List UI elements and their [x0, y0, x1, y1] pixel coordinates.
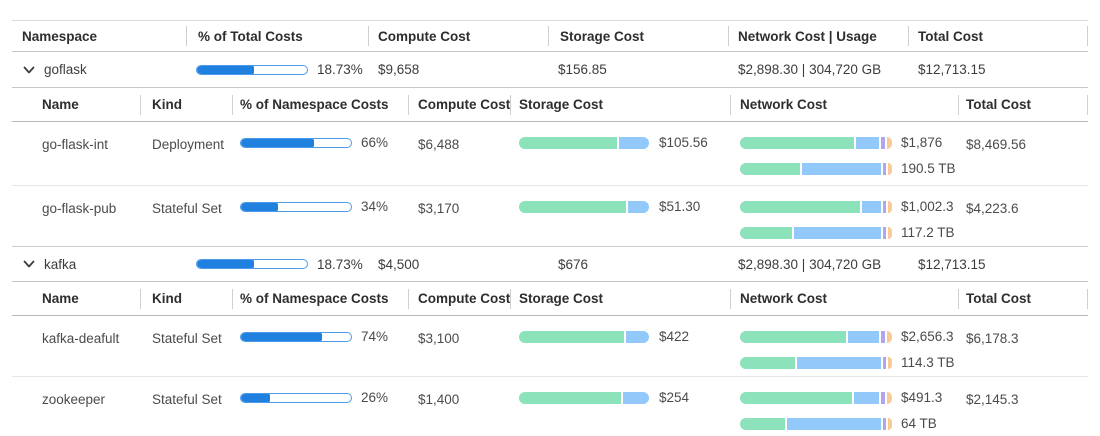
col-header-storage-cost: Storage Cost	[510, 291, 730, 306]
storage-cost-value: $51.30	[659, 199, 701, 214]
workload-kind: Stateful Set	[152, 201, 222, 216]
namespace-table-header: Namespace % of Total Costs Compute Cost …	[12, 20, 1088, 52]
workload-table-header: Name Kind % of Namespace Costs Compute C…	[12, 282, 1088, 316]
col-header-total-cost: Total Cost	[908, 29, 1088, 44]
network-cost-bar	[740, 330, 892, 343]
col-header-pct-namespace-costs: % of Namespace Costs	[232, 97, 408, 112]
total-cost-value: $8,469.56	[966, 137, 1027, 152]
col-header-namespace: Namespace	[22, 28, 98, 44]
col-header-storage-cost: Storage Cost	[548, 29, 728, 44]
network-cost-bar	[740, 200, 892, 213]
col-header-network-cost-usage: Network Cost | Usage	[728, 29, 908, 44]
network-usage-value: 190.5 TB	[901, 161, 956, 176]
network-cost-value: $1,002.3	[901, 199, 954, 214]
workload-row-kafka-deafult: kafka-deafult Stateful Set 74% $3,100 $4…	[12, 316, 1088, 376]
namespace-name: kafka	[44, 256, 77, 272]
workload-name: zookeeper	[42, 392, 106, 407]
pct-total-costs-bar	[196, 259, 308, 269]
namespace-row-goflask[interactable]: goflask 18.73% $9,658 $156.85 $2,898.30 …	[12, 52, 1088, 88]
network-usage-value: 114.3 TB	[901, 355, 955, 370]
total-cost-value: $2,145.3	[966, 392, 1019, 407]
pct-total-costs-value: 18.73%	[317, 62, 363, 77]
namespace-name: goflask	[44, 62, 87, 77]
pct-total-costs-bar	[196, 64, 308, 75]
storage-cost-value: $105.56	[659, 135, 708, 150]
network-cost-value: $1,876	[901, 135, 943, 150]
col-header-name: Name	[42, 97, 79, 112]
col-header-total-cost: Total Cost	[958, 97, 1088, 112]
pct-namespace-costs-value: 74%	[361, 329, 389, 344]
network-cost-bar	[740, 136, 892, 149]
compute-cost-value: $4,500	[378, 256, 420, 272]
network-cost-value: $2,656.3	[901, 329, 954, 344]
workload-kind: Stateful Set	[152, 331, 222, 346]
col-header-compute-cost: Compute Cost	[408, 291, 510, 306]
col-header-compute-cost: Compute Cost	[368, 29, 548, 44]
col-header-network-cost: Network Cost	[730, 97, 958, 112]
col-header-storage-cost: Storage Cost	[510, 97, 730, 112]
storage-cost-bar	[519, 391, 650, 404]
network-usage-value: 117.2 TB	[901, 225, 955, 240]
network-usage-value: 64 TB	[901, 416, 937, 431]
pct-namespace-costs-bar	[240, 331, 352, 342]
network-cost-usage-value: $2,898.30 | 304,720 GB	[738, 256, 882, 272]
compute-cost-value: $9,658	[378, 62, 420, 77]
workload-name: kafka-deafult	[42, 331, 120, 346]
network-usage-bar	[740, 356, 892, 369]
storage-cost-bar	[519, 200, 650, 213]
pct-namespace-costs-value: 34%	[361, 199, 389, 214]
pct-total-costs-value: 18.73%	[317, 256, 363, 272]
col-header-pct-namespace-costs: % of Namespace Costs	[232, 291, 408, 306]
workload-kind: Stateful Set	[152, 392, 222, 407]
storage-cost-value: $156.85	[558, 62, 607, 77]
workload-row-zookeeper: zookeeper Stateful Set 26% $1,400 $254 $…	[12, 376, 1088, 436]
storage-cost-value: $676	[558, 256, 589, 272]
total-cost-value: $12,713.15	[918, 62, 986, 77]
workload-name: go-flask-int	[42, 137, 109, 152]
pct-namespace-costs-bar	[240, 137, 352, 148]
storage-cost-bar	[519, 136, 650, 149]
network-usage-bar	[740, 162, 892, 175]
col-header-compute-cost: Compute Cost	[408, 97, 510, 112]
network-usage-bar	[740, 226, 892, 239]
col-header-pct-total-costs: % of Total Costs	[186, 29, 368, 44]
storage-cost-value: $254	[659, 390, 690, 405]
col-header-network-cost: Network Cost	[730, 291, 958, 306]
total-cost-value: $4,223.6	[966, 201, 1019, 216]
compute-cost-value: $3,100	[418, 331, 460, 346]
total-cost-value: $12,713.15	[918, 256, 986, 272]
pct-namespace-costs-value: 26%	[361, 390, 389, 405]
col-header-total-cost: Total Cost	[958, 291, 1088, 306]
workload-row-go-flask-pub: go-flask-pub Stateful Set 34% $3,170 $51…	[12, 185, 1088, 246]
workload-name: go-flask-pub	[42, 201, 117, 216]
pct-namespace-costs-bar	[240, 392, 352, 403]
total-cost-value: $6,178.3	[966, 331, 1019, 346]
workload-row-go-flask-int: go-flask-int Deployment 66% $6,488 $105.…	[12, 122, 1088, 185]
storage-cost-bar	[519, 330, 650, 343]
workload-table-header: Name Kind % of Namespace Costs Compute C…	[12, 88, 1088, 122]
network-cost-value: $491.3	[901, 390, 943, 405]
workload-kind: Deployment	[152, 137, 225, 152]
storage-cost-value: $422	[659, 329, 690, 344]
chevron-down-icon[interactable]	[22, 63, 36, 77]
compute-cost-value: $6,488	[418, 137, 460, 152]
namespace-row-kafka[interactable]: kafka 18.73% $4,500 $676 $2,898.30 | 304…	[12, 246, 1088, 282]
pct-namespace-costs-value: 66%	[361, 135, 389, 150]
compute-cost-value: $3,170	[418, 201, 460, 216]
network-usage-bar	[740, 417, 892, 430]
pct-namespace-costs-bar	[240, 201, 352, 212]
col-header-kind: Kind	[140, 291, 232, 306]
network-cost-bar	[740, 391, 892, 404]
col-header-kind: Kind	[140, 97, 232, 112]
network-cost-usage-value: $2,898.30 | 304,720 GB	[738, 62, 882, 77]
chevron-down-icon[interactable]	[22, 257, 36, 271]
col-header-name: Name	[42, 291, 79, 306]
compute-cost-value: $1,400	[418, 392, 460, 407]
